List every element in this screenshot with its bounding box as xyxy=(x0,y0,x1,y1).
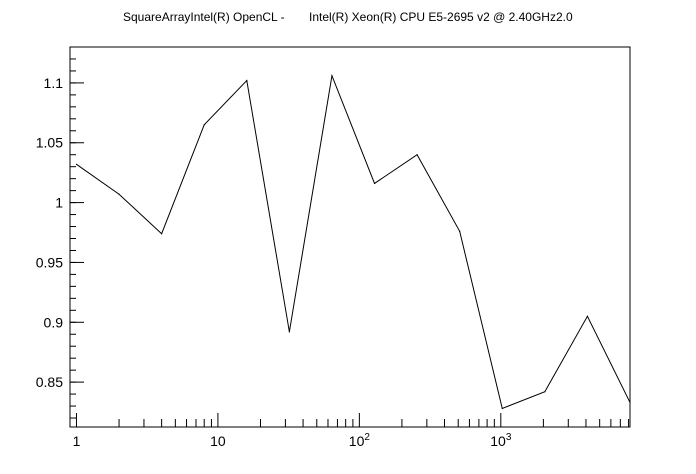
x-tick-label: 102 xyxy=(349,432,371,449)
data-point xyxy=(416,154,418,156)
x-tick-label: 1 xyxy=(73,433,81,449)
data-point xyxy=(75,163,78,165)
data-point xyxy=(544,391,546,393)
series-layer xyxy=(75,73,631,410)
chart-title: SquareArrayIntel(R) OpenCL - Intel(R) Xe… xyxy=(123,10,573,24)
chart-title-part1: SquareArrayIntel(R) OpenCL - xyxy=(123,10,285,24)
data-point xyxy=(629,401,631,404)
data-point xyxy=(459,230,461,232)
data-point xyxy=(331,75,333,77)
x-tick-label: 10 xyxy=(210,433,226,449)
data-point xyxy=(501,407,503,410)
x-tick-label: 103 xyxy=(490,432,512,449)
data-point xyxy=(203,124,205,126)
y-tick-label: 1.1 xyxy=(44,75,64,91)
data-point xyxy=(246,79,248,82)
chart-title-part2: Intel(R) Xeon(R) CPU E5-2695 v2 @ 2.40GH… xyxy=(309,10,573,24)
y-tick-label: 0.95 xyxy=(36,254,63,270)
data-point xyxy=(586,315,589,317)
data-point xyxy=(161,233,163,235)
y-tick-label: 0.9 xyxy=(44,314,64,330)
y-tick-label: 1.05 xyxy=(36,135,63,151)
data-point xyxy=(288,331,290,333)
plot-frame xyxy=(69,46,631,428)
y-tick-label: 0.85 xyxy=(36,374,63,390)
data-point xyxy=(118,193,120,195)
series-line xyxy=(76,73,631,410)
y-tick-label: 1 xyxy=(55,195,63,211)
data-point xyxy=(373,182,376,185)
axes-layer: 0.85 0.9 0.95 1 1.05 1.1 1 10 102 103 xyxy=(36,58,630,449)
